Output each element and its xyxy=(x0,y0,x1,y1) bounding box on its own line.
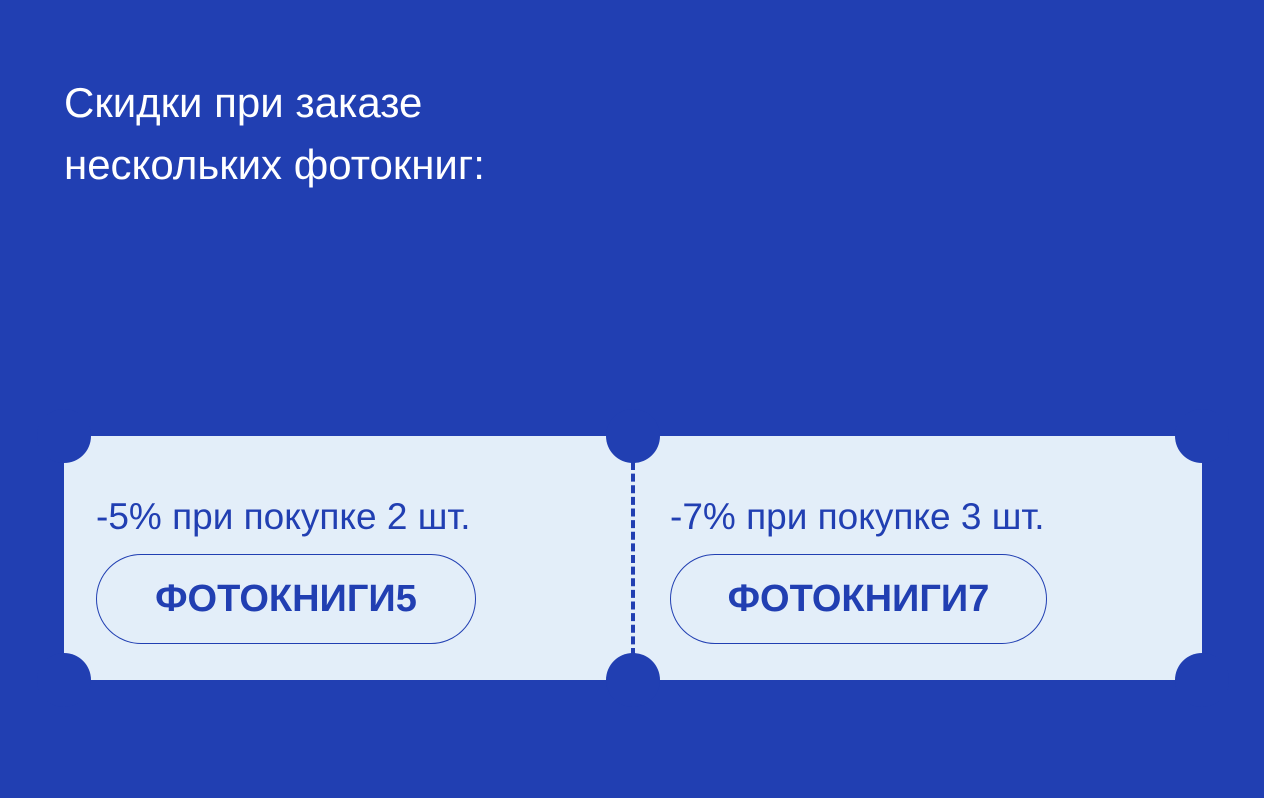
dashed-divider xyxy=(631,462,635,656)
promo-code[interactable]: ФОТОКНИГИ5 xyxy=(96,554,476,644)
notch-decoration xyxy=(37,409,91,463)
title-line-1: Скидки при заказе xyxy=(64,79,423,126)
coupon-description: -7% при покупке 3 шт. xyxy=(670,496,1045,537)
notch-decoration xyxy=(606,409,660,463)
notch-decoration xyxy=(606,653,660,707)
coupon-description: -5% при покупке 2 шт. xyxy=(96,496,471,537)
notch-decoration xyxy=(1175,653,1229,707)
discount-ticket: -5% при покупке 2 шт. ФОТОКНИГИ5 -7% при… xyxy=(37,409,1229,707)
notch-decoration xyxy=(1175,409,1229,463)
notch-decoration xyxy=(37,653,91,707)
coupon-5-percent: -5% при покупке 2 шт. ФОТОКНИГИ5 xyxy=(64,436,633,680)
page-title: Скидки при заказе нескольких фотокниг: xyxy=(64,72,485,196)
coupon-7-percent: -7% при покупке 3 шт. ФОТОКНИГИ7 xyxy=(633,436,1202,680)
title-line-2: нескольких фотокниг: xyxy=(64,141,485,188)
promo-code[interactable]: ФОТОКНИГИ7 xyxy=(670,554,1047,644)
